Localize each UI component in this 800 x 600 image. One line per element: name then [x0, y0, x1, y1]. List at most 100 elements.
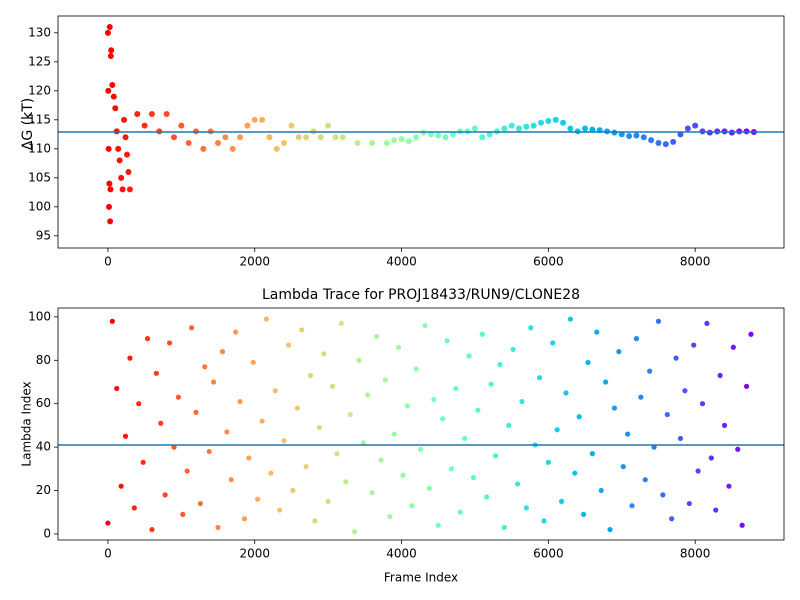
data-point [189, 325, 195, 331]
data-point [109, 318, 115, 324]
data-point [125, 169, 132, 176]
data-point [536, 375, 543, 381]
x-tick-label: 6000 [533, 255, 564, 269]
data-point [329, 383, 336, 389]
data-point [642, 477, 648, 483]
data-point [647, 368, 653, 374]
axes-frame [57, 15, 785, 249]
data-point [470, 474, 477, 481]
x-tick-label: 2000 [239, 255, 270, 269]
data-point [356, 357, 362, 363]
data-point [673, 355, 679, 361]
data-point [449, 131, 456, 138]
data-point [726, 483, 732, 489]
data-point [444, 338, 450, 344]
data-point [704, 320, 710, 327]
data-point [312, 518, 318, 524]
x-tick-label: 6000 [533, 547, 564, 561]
data-point [550, 340, 556, 346]
data-point [739, 522, 745, 528]
data-point [158, 420, 164, 426]
data-point [343, 479, 349, 485]
data-point [373, 333, 380, 340]
data-point [202, 364, 208, 370]
data-point [684, 125, 691, 132]
data-point [118, 174, 125, 181]
data-point [655, 140, 662, 147]
data-point [116, 157, 123, 164]
data-point [730, 344, 736, 350]
data-point [316, 424, 322, 431]
data-point [106, 180, 113, 187]
data-point [119, 186, 126, 193]
data-point [603, 379, 609, 385]
x-tick-label: 0 [104, 547, 112, 561]
data-point [735, 446, 741, 452]
data-point [347, 411, 353, 418]
data-point [413, 366, 419, 372]
data-point [625, 431, 631, 437]
data-point [163, 111, 170, 118]
data-point [317, 134, 324, 141]
data-point [391, 137, 398, 144]
y-tick-label: 105 [28, 170, 51, 184]
data-point [677, 131, 684, 138]
data-point [572, 470, 578, 476]
data-point [607, 526, 613, 533]
data-point [299, 327, 305, 333]
data-point [237, 398, 243, 405]
data-point [250, 359, 256, 366]
data-point [427, 131, 434, 138]
data-point [211, 379, 217, 385]
data-point [110, 93, 117, 100]
data-point [638, 394, 644, 400]
data-point [108, 47, 115, 54]
data-point [200, 145, 207, 152]
data-point [288, 122, 295, 129]
data-point [664, 411, 670, 418]
data-point [651, 444, 657, 450]
data-point [405, 138, 412, 145]
data-point [107, 186, 114, 193]
data-point [246, 455, 252, 461]
data-point [237, 134, 244, 141]
data-point [266, 134, 273, 141]
data-point [339, 134, 346, 141]
data-point [514, 481, 521, 487]
data-point [365, 392, 371, 398]
data-point [255, 496, 261, 502]
data-point [422, 322, 428, 329]
data-point [307, 372, 314, 379]
data-point [144, 336, 151, 342]
data-point [662, 141, 669, 148]
data-point [682, 388, 688, 394]
data-point [620, 464, 626, 470]
data-point [618, 131, 625, 138]
data-point [708, 455, 714, 461]
data-point [677, 435, 684, 442]
data-point [107, 53, 114, 60]
data-point [640, 134, 647, 141]
data-point [582, 125, 589, 132]
data-point [670, 138, 677, 145]
data-point [109, 82, 116, 89]
data-point [383, 140, 390, 147]
data-point [321, 351, 327, 357]
data-point [338, 320, 344, 327]
data-point [149, 526, 155, 533]
data-point [545, 117, 552, 124]
data-point [233, 329, 239, 335]
data-point [290, 487, 296, 494]
data-point [285, 342, 292, 348]
data-point [510, 346, 516, 353]
data-point [435, 132, 442, 139]
data-point [560, 119, 567, 126]
data-point [691, 342, 697, 348]
y-tick-label: 130 [28, 25, 51, 39]
data-point [528, 325, 534, 331]
data-point [580, 511, 587, 517]
data-point [259, 116, 266, 123]
data-point [453, 385, 459, 392]
x-tick-label: 0 [104, 255, 112, 269]
y-tick-label: 40 [36, 440, 51, 454]
